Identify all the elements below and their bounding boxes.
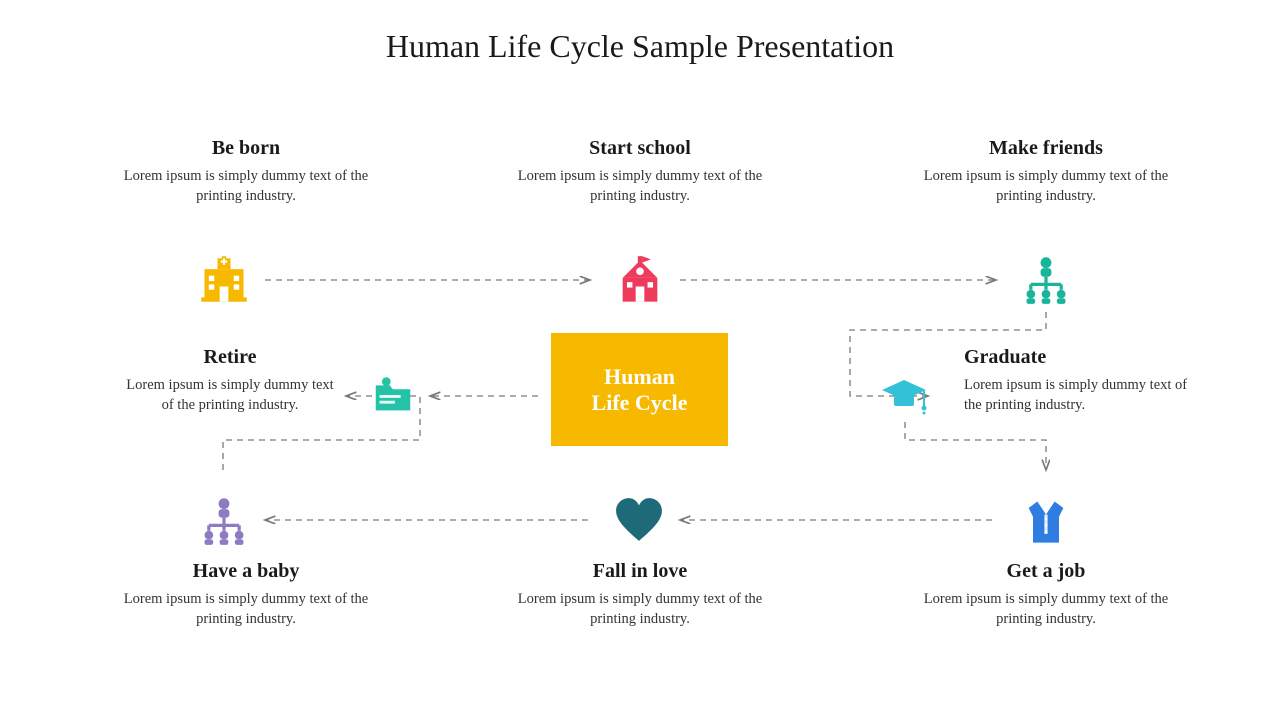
node-graduate: Graduate Lorem ipsum is simply dummy text… xyxy=(964,346,1204,416)
hospital-icon xyxy=(198,254,250,306)
node-friends-body: Lorem ipsum is simply dummy text of the … xyxy=(916,166,1176,207)
node-job-title: Get a job xyxy=(916,560,1176,583)
node-job-body: Lorem ipsum is simply dummy text of the … xyxy=(916,589,1176,630)
node-love-title: Fall in love xyxy=(510,560,770,583)
gradcap-icon xyxy=(880,372,928,420)
school-icon xyxy=(614,254,666,306)
node-retire-title: Retire xyxy=(120,346,340,369)
slide: Human Life Cycle Sample Presentation Hum… xyxy=(0,0,1280,720)
node-born-body: Lorem ipsum is simply dummy text of the … xyxy=(116,166,376,207)
center-box: Human Life Cycle xyxy=(551,333,728,446)
node-job: Get a job Lorem ipsum is simply dummy tex… xyxy=(916,560,1176,630)
heart-icon xyxy=(614,495,664,545)
node-love: Fall in love Lorem ipsum is simply dummy … xyxy=(510,560,770,630)
node-baby-title: Have a baby xyxy=(116,560,376,583)
node-friends: Make friends Lorem ipsum is simply dummy … xyxy=(916,137,1176,207)
center-line-2: Life Cycle xyxy=(592,390,688,416)
folder-icon xyxy=(370,372,416,418)
node-born-title: Be born xyxy=(116,137,376,160)
center-line-1: Human xyxy=(604,364,675,390)
node-retire: Retire Lorem ipsum is simply dummy text o… xyxy=(120,346,340,416)
connector xyxy=(905,422,1046,470)
node-born: Be born Lorem ipsum is simply dummy text … xyxy=(116,137,376,207)
shirt-icon xyxy=(1020,495,1072,547)
node-graduate-body: Lorem ipsum is simply dummy text of the … xyxy=(964,375,1204,416)
family-icon xyxy=(198,495,250,547)
node-baby: Have a baby Lorem ipsum is simply dummy t… xyxy=(116,560,376,630)
node-love-body: Lorem ipsum is simply dummy text of the … xyxy=(510,589,770,630)
node-school-title: Start school xyxy=(510,137,770,160)
friends-icon xyxy=(1020,254,1072,306)
slide-title: Human Life Cycle Sample Presentation xyxy=(0,28,1280,65)
node-graduate-title: Graduate xyxy=(964,346,1204,369)
node-school-body: Lorem ipsum is simply dummy text of the … xyxy=(510,166,770,207)
node-school: Start school Lorem ipsum is simply dummy … xyxy=(510,137,770,207)
node-retire-body: Lorem ipsum is simply dummy text of the … xyxy=(120,375,340,416)
node-baby-body: Lorem ipsum is simply dummy text of the … xyxy=(116,589,376,630)
node-friends-title: Make friends xyxy=(916,137,1176,160)
